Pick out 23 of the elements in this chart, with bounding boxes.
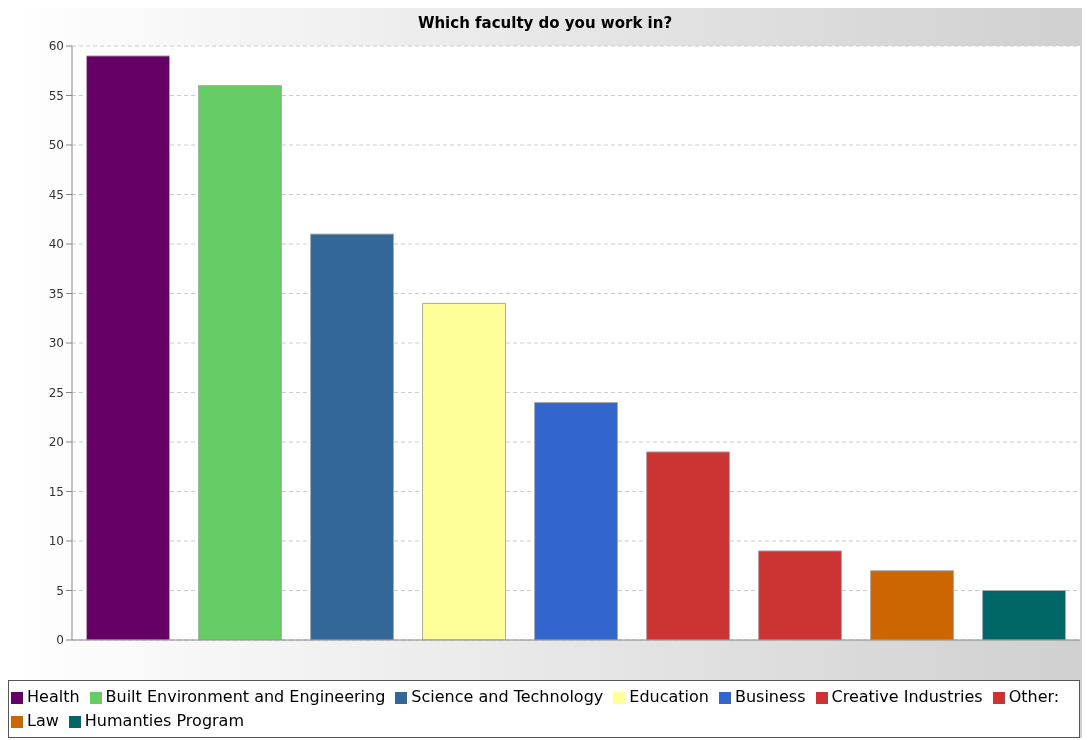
y-tick-label: 20 [48,435,64,450]
y-tick-label: 5 [56,583,64,598]
legend-label: Science and Technology [411,687,604,706]
y-tick-label: 40 [48,237,64,252]
legend-label: Health [27,687,80,706]
y-tick-label: 55 [48,88,64,103]
y-tick-label: 60 [48,39,64,54]
legend-label: Built Environment and Engineering [105,687,386,706]
y-tick-label: 45 [48,187,64,202]
y-tick-label: 30 [48,336,64,351]
y-tick-label: 25 [48,385,64,400]
y-tick-label: 35 [48,286,64,301]
legend-label: Humanties Program [84,711,245,730]
y-tick-label: 50 [48,138,64,153]
y-tick-label: 0 [56,633,64,648]
chart-title: Which faculty do you work in? [8,8,1082,38]
legend-label: Law [27,711,59,730]
legend-label: Creative Industries [831,687,983,706]
legend-label: Business [734,687,806,706]
y-tick-label: 15 [48,484,64,499]
legend-label: Other: [1008,687,1060,706]
y-tick-label: 10 [48,534,64,549]
legend-label: Education [629,687,709,706]
